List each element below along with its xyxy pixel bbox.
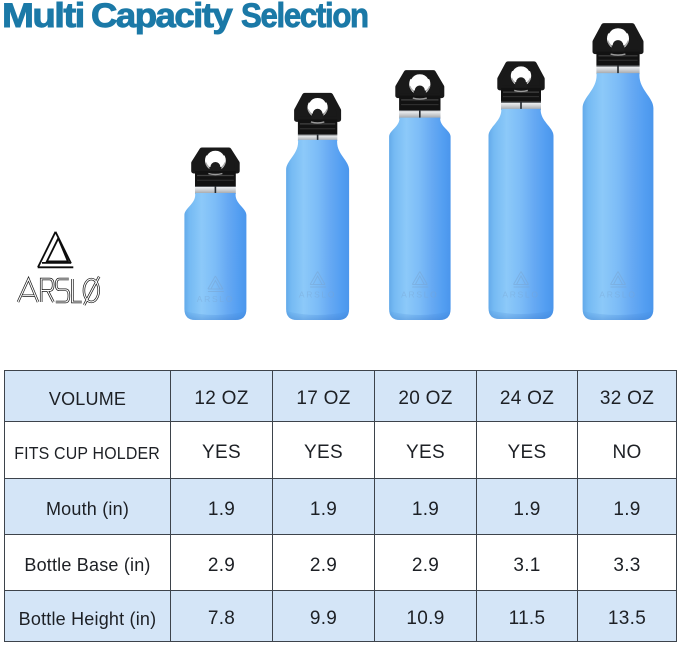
svg-text:ARSLO: ARSLO [599, 290, 636, 300]
svg-text:ARSLO: ARSLO [299, 290, 336, 300]
svg-text:ARSLO: ARSLO [197, 294, 234, 304]
svg-text:ARSLO: ARSLO [502, 290, 539, 300]
svg-text:ARSLO: ARSLO [401, 290, 438, 300]
